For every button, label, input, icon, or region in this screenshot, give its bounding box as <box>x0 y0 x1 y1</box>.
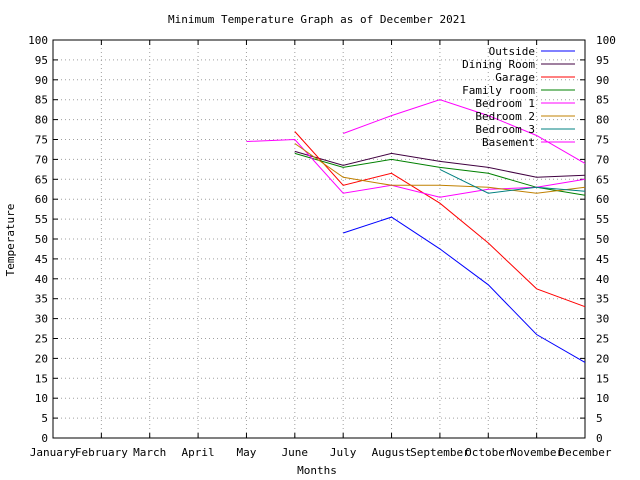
y2-tick-label: 0 <box>596 432 603 445</box>
y2-tick-label: 80 <box>596 114 609 127</box>
series-line-dining-room <box>294 150 586 178</box>
series-line-garage <box>294 131 586 308</box>
y2-tick-label: 50 <box>596 233 609 246</box>
y-tick-label: 55 <box>35 213 48 226</box>
legend-label: Basement <box>482 136 535 149</box>
y-tick-label: 95 <box>35 54 48 67</box>
y2-tick-label: 45 <box>596 253 609 266</box>
x-tick-label: October <box>465 446 512 459</box>
y-tick-label: 5 <box>41 412 48 425</box>
x-tick-label: November <box>510 446 563 459</box>
legend-label: Bedroom 1 <box>475 97 535 110</box>
x-tick-label: July <box>330 446 357 459</box>
y2-tick-label: 35 <box>596 293 609 306</box>
series-line-bedroom-2 <box>294 143 586 194</box>
y-tick-label: 90 <box>35 74 48 87</box>
x-tick-label: April <box>182 446 215 459</box>
y-tick-label: 10 <box>35 392 48 405</box>
y-axis-label: Temperature <box>4 204 17 277</box>
y-tick-label: 70 <box>35 153 48 166</box>
x-axis-label: Months <box>297 464 337 477</box>
y-tick-label: 80 <box>35 114 48 127</box>
x-tick-label: June <box>282 446 309 459</box>
y2-tick-label: 100 <box>596 34 616 47</box>
legend-label: Outside <box>489 45 535 58</box>
legend-label: Bedroom 2 <box>475 110 535 123</box>
y2-tick-label: 55 <box>596 213 609 226</box>
chart-title: Minimum Temperature Graph as of December… <box>168 13 466 26</box>
y-tick-label: 35 <box>35 293 48 306</box>
legend-label: Garage <box>495 71 535 84</box>
x-tick-label: September <box>410 446 470 459</box>
y2-tick-label: 70 <box>596 153 609 166</box>
legend-label: Bedroom 3 <box>475 123 535 136</box>
y2-tick-label: 95 <box>596 54 609 67</box>
x-tick-label: March <box>133 446 166 459</box>
y-tick-label: 50 <box>35 233 48 246</box>
x-tick-label: May <box>237 446 257 459</box>
y-tick-label: 45 <box>35 253 48 266</box>
y2-tick-label: 15 <box>596 372 609 385</box>
legend-label: Dining Room <box>462 58 535 71</box>
y2-tick-label: 40 <box>596 273 609 286</box>
y2-tick-label: 60 <box>596 193 609 206</box>
y2-tick-label: 20 <box>596 352 609 365</box>
y2-tick-label: 5 <box>596 412 603 425</box>
series-line-outside <box>343 216 586 363</box>
y2-tick-label: 30 <box>596 313 609 326</box>
y2-tick-label: 25 <box>596 333 609 346</box>
legend-label: Family room <box>462 84 535 97</box>
x-tick-label: August <box>372 446 412 459</box>
x-tick-label: December <box>559 446 612 459</box>
series-line-bedroom-1 <box>246 138 586 198</box>
y-tick-label: 25 <box>35 333 48 346</box>
x-tick-label: January <box>30 446 77 459</box>
y-tick-label: 20 <box>35 352 48 365</box>
y2-tick-label: 10 <box>596 392 609 405</box>
y-tick-label: 40 <box>35 273 48 286</box>
y-tick-label: 85 <box>35 94 48 107</box>
x-tick-label: February <box>75 446 128 459</box>
series-group <box>246 99 586 363</box>
y2-tick-label: 85 <box>596 94 609 107</box>
y-tick-label: 15 <box>35 372 48 385</box>
y2-tick-label: 65 <box>596 173 609 186</box>
y-tick-label: 0 <box>41 432 48 445</box>
y-tick-label: 30 <box>35 313 48 326</box>
y-tick-label: 100 <box>28 34 48 47</box>
y2-tick-label: 75 <box>596 134 609 147</box>
series-line-basement <box>343 99 586 164</box>
grid <box>53 40 585 438</box>
y-tick-label: 75 <box>35 134 48 147</box>
y-tick-label: 60 <box>35 193 48 206</box>
series-line-bedroom-3 <box>439 168 586 194</box>
y-tick-label: 65 <box>35 173 48 186</box>
y2-tick-label: 90 <box>596 74 609 87</box>
